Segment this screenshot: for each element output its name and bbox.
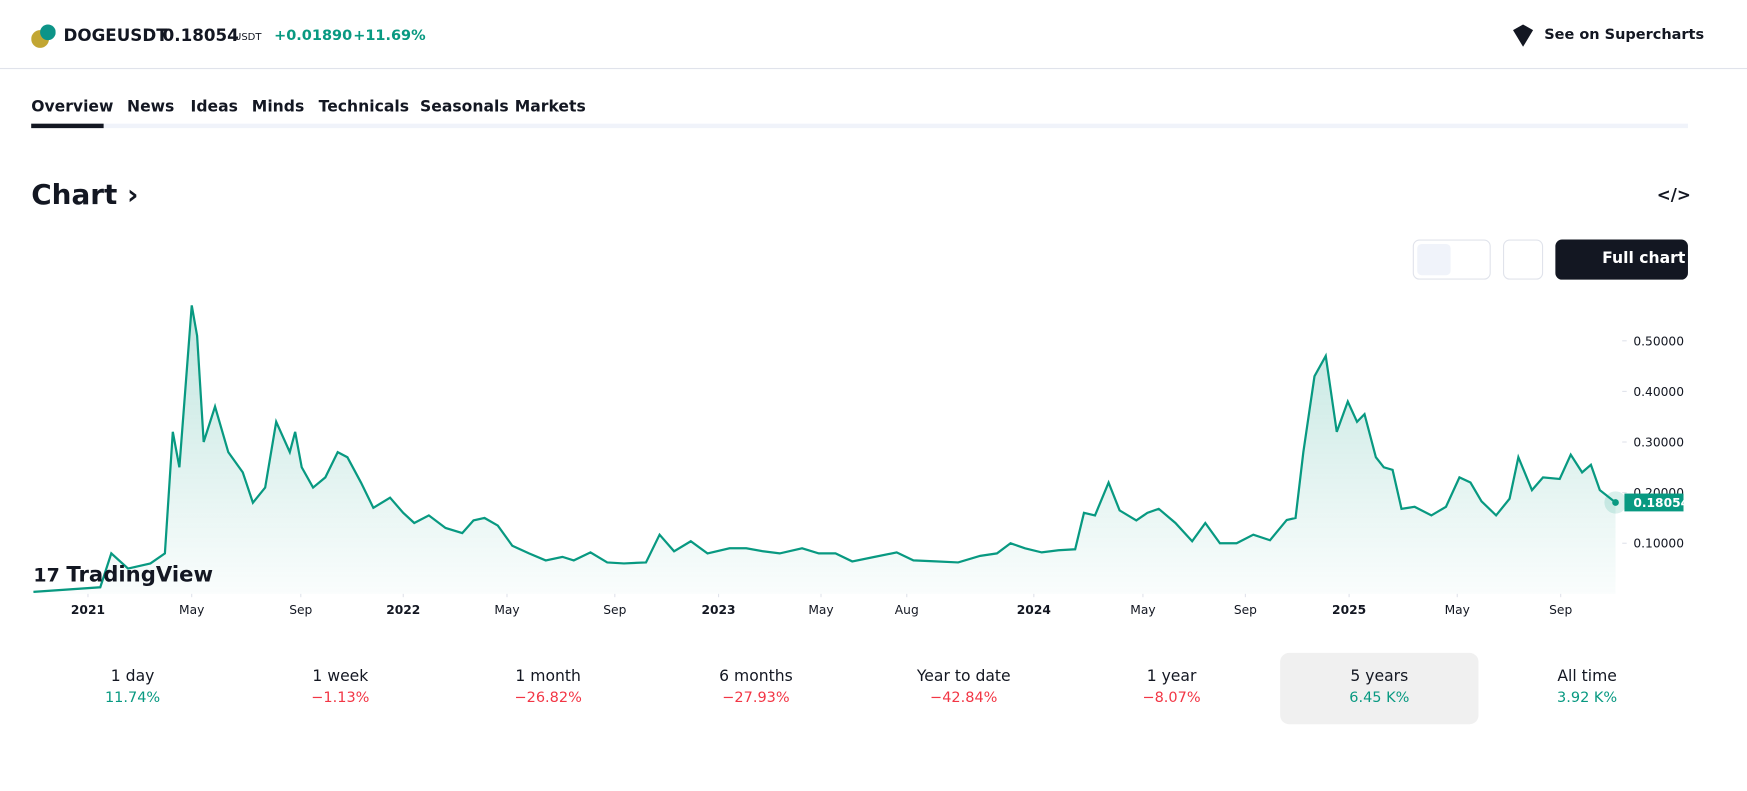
y-tick-label: 0.10000 [1633, 537, 1684, 551]
currency: USDT [233, 32, 262, 44]
area-fill [33, 305, 1616, 594]
logo [31, 24, 56, 50]
tab[interactable]: News [127, 98, 175, 116]
period-label: 5 years [1350, 667, 1409, 686]
period-label: 1 month [515, 667, 581, 686]
last-point [1612, 499, 1619, 506]
x-tick-label: May [179, 603, 204, 617]
period[interactable]: 1 day 11.74% [33, 653, 231, 724]
x-tick-label: Sep [289, 603, 312, 617]
x-tick-label: Sep [603, 603, 626, 617]
section-title-text: Chart [31, 178, 118, 211]
x-tick-label: 2025 [1332, 603, 1366, 617]
full-chart-button[interactable]: Full chart [1555, 239, 1688, 280]
change-percent: +11.69% [353, 27, 426, 45]
change: +0.01890 [274, 27, 353, 45]
period-change: −26.82% [514, 689, 582, 707]
period-label: 1 week [312, 667, 369, 686]
x-tick-label: May [1130, 603, 1155, 617]
y-tick-label: 0.50000 [1633, 334, 1684, 348]
x-tick-label: 2022 [386, 603, 420, 617]
period[interactable]: 1 week −1.13% [241, 653, 439, 724]
x-tick-label: Aug [895, 603, 919, 617]
period-change: 3.92 K% [1557, 689, 1618, 707]
tab[interactable]: Ideas [190, 98, 238, 116]
period-change: −42.84% [930, 689, 998, 707]
period-label: All time [1557, 667, 1617, 686]
supercharts-link[interactable]: See on Supercharts [1544, 26, 1705, 44]
tab[interactable]: Markets [514, 98, 586, 116]
period-change: 6.45 K% [1349, 689, 1410, 707]
x-tick-label: May [1445, 603, 1470, 617]
period[interactable]: 6 months −27.93% [657, 653, 855, 724]
last-price-box [1624, 493, 1684, 512]
period-label: 1 year [1146, 667, 1197, 686]
x-tick-label: May [494, 603, 519, 617]
line-style[interactable] [1417, 244, 1451, 276]
x-tick-label: May [808, 603, 833, 617]
period-change: −27.93% [722, 689, 790, 707]
period-label: 1 day [110, 667, 155, 686]
price: 0.18054 [162, 25, 239, 46]
period[interactable]: 1 year −8.07% [1072, 653, 1270, 724]
x-tick-label: Sep [1549, 603, 1572, 617]
embed-button[interactable]: </> [1656, 184, 1691, 206]
period[interactable]: 1 month −26.82% [449, 653, 647, 724]
supercharts-icon [1513, 24, 1534, 47]
x-tick-label: 2024 [1017, 603, 1051, 617]
x-tick-label: 2021 [71, 603, 105, 617]
y-tick-label: 0.40000 [1633, 385, 1684, 399]
chart-style-toggle[interactable] [1412, 239, 1491, 280]
symbol: DOGEUSDT [63, 25, 168, 46]
period[interactable]: 5 years 6.45 K% [1280, 652, 1479, 725]
coin-icon [31, 24, 56, 48]
tab[interactable]: Overview [31, 98, 114, 116]
brand: 17 TradingView [33, 562, 214, 588]
divider [0, 67, 1747, 70]
last-price-label: 0.18054 [1633, 496, 1689, 510]
period[interactable]: All time 3.92 K% [1488, 653, 1686, 724]
x-tick-label: Sep [1234, 603, 1257, 617]
period-change: 11.74% [104, 689, 161, 707]
tab[interactable]: Seasonals [420, 98, 509, 116]
section-title[interactable]: Chart › [31, 178, 139, 211]
tab[interactable]: Technicals [318, 98, 410, 116]
period[interactable]: Year to date −42.84% [865, 653, 1063, 724]
period-change: −8.07% [1142, 689, 1201, 707]
period-label: 6 months [719, 667, 793, 686]
x-tick-label: 2023 [701, 603, 735, 617]
price-line [33, 305, 1617, 593]
tab-track [31, 123, 1688, 129]
y-tick-label: 0.30000 [1633, 435, 1684, 449]
brand-text: TradingView [66, 562, 214, 588]
period-label: Year to date [916, 667, 1011, 686]
full-chart-label: Full chart [1602, 249, 1686, 268]
tab[interactable]: Minds [251, 98, 305, 116]
tab-underline [31, 123, 104, 129]
period-change: −1.13% [311, 689, 370, 707]
snapshot-button[interactable] [1503, 239, 1544, 280]
